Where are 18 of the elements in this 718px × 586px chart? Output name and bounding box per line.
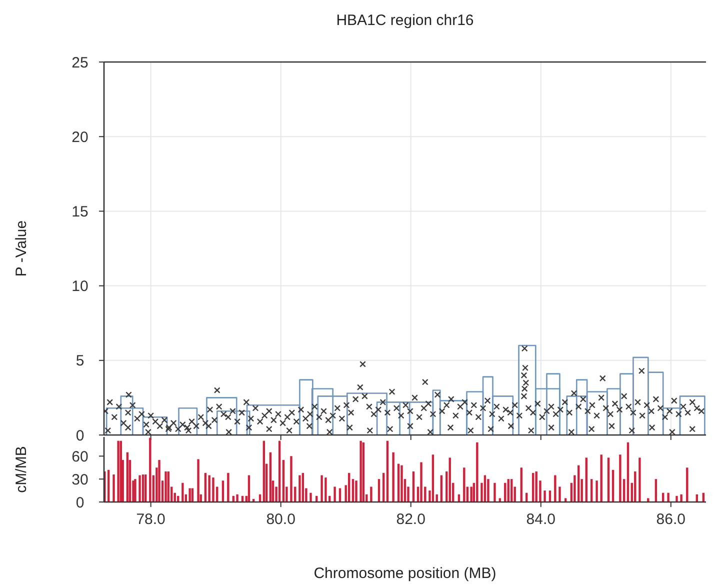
y-tick-label: 25 — [72, 54, 88, 72]
y-tick-label: 60 — [72, 448, 88, 466]
y-tick-label: 15 — [72, 203, 88, 220]
x-axis-title: Chromosome position (MB) — [314, 565, 496, 582]
y-axis-title: P -Value — [13, 220, 30, 277]
y-tick-label: 0 — [76, 494, 84, 512]
y-tick-label: 5 — [76, 352, 84, 370]
y-tick-label: 0 — [76, 427, 84, 444]
x-tick-label: 86.0 — [656, 511, 686, 528]
x-tick-label: 82.0 — [396, 511, 426, 528]
x-tick-label: 84.0 — [526, 511, 556, 528]
x-tick-label: 80.0 — [266, 511, 296, 528]
y-tick-label: 20 — [72, 128, 88, 146]
chart-title: HBA1C region chr16 — [336, 12, 474, 29]
x-tick-label: 78.0 — [136, 511, 166, 528]
y-axis-title: cM/MB — [13, 446, 30, 493]
y-tick-label: 30 — [72, 471, 88, 488]
y-tick-label: 10 — [72, 278, 88, 296]
